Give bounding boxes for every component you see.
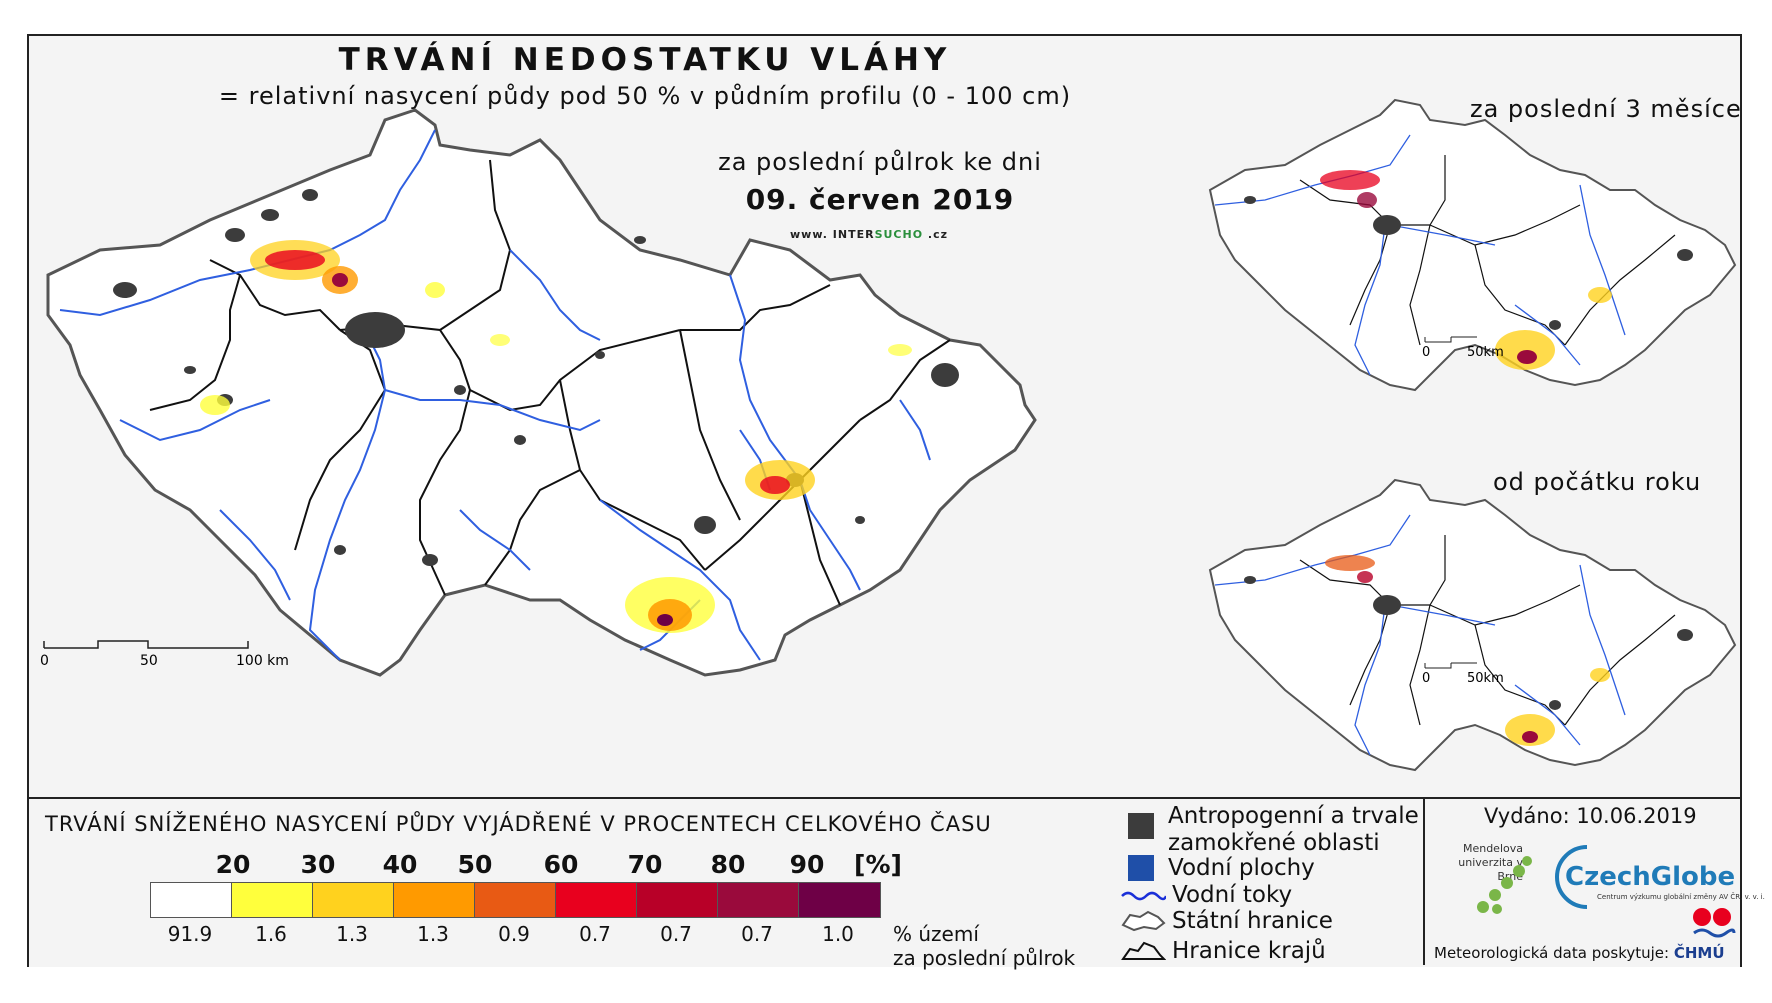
legend-swatch	[232, 883, 313, 917]
anthropogenic-swatch-icon	[1128, 813, 1154, 839]
legend-swatch	[394, 883, 475, 917]
class-label-20: 20	[215, 850, 251, 879]
inset-map-year-start: 0 50km	[1208, 478, 1737, 772]
percent-unit: % území za poslední půlrok	[893, 922, 1075, 970]
main-map: 0 50 100 km	[40, 108, 1037, 677]
class-label-50: 50	[457, 850, 493, 879]
meteo-credit-text: Meteorologická data poskytuje:	[1434, 944, 1670, 962]
key-state-border: Státní hranice	[1120, 908, 1333, 934]
legend-swatch	[718, 883, 799, 917]
percent-value: 0.7	[660, 922, 692, 946]
legend-swatch	[556, 883, 637, 917]
inset1-scale-50: 50km	[1467, 345, 1504, 360]
percent-value: 1.3	[336, 922, 368, 946]
legend-swatch	[637, 883, 718, 917]
scale-label-50: 50	[140, 653, 158, 669]
czech-border	[46, 108, 1037, 677]
water-body-swatch-icon	[1128, 855, 1154, 881]
czechglobe-arc-icon	[1555, 845, 1588, 909]
class-label-60: 60	[543, 850, 579, 879]
chmu-label: ČHMÚ	[1673, 944, 1725, 962]
inset2-title: od počátku roku	[1493, 468, 1702, 496]
region-borders	[149, 159, 951, 606]
czechglobe-logo: CzechGlobe	[1565, 862, 1736, 892]
region-border-icon	[1121, 941, 1166, 960]
main-scale-bar	[43, 640, 249, 649]
legend-swatch	[799, 883, 880, 917]
percent-unit-line1: % území	[893, 922, 979, 946]
chmu-logo-icon	[1693, 908, 1736, 938]
percent-value: 0.7	[741, 922, 773, 946]
class-label-70: 70	[627, 850, 663, 879]
key-label: Hranice krajů	[1172, 938, 1326, 964]
map-title: TRVÁNÍ NEDOSTATKU VLÁHY	[338, 42, 952, 78]
percent-value: 1.0	[822, 922, 854, 946]
key-water-bodies: Vodní plochy	[1128, 855, 1315, 881]
inset2-scale-50: 50km	[1467, 671, 1504, 686]
period-label: za poslední půlrok ke dni	[718, 148, 1042, 176]
legend-swatch	[313, 883, 394, 917]
inset-map-3-months: 0 50km	[1208, 98, 1737, 392]
web-part-a: www. INTER	[790, 228, 875, 241]
map-subtitle: = relativní nasycení půdy pod 50 % v půd…	[218, 82, 1072, 110]
class-label-30: 30	[300, 850, 336, 879]
percent-value: 0.9	[498, 922, 530, 946]
czechglobe-subtitle: Centrum výzkumu globální změny AV ČR, v.…	[1597, 893, 1765, 901]
mendel-dots-logo-icon	[1477, 856, 1532, 914]
state-border-icon	[1121, 910, 1166, 932]
key-anthropogenic: Antropogenní a trvale zamokřené oblasti	[1128, 803, 1419, 857]
key-region-border: Hranice krajů	[1120, 938, 1326, 964]
key-label: zamokřené oblasti	[1168, 830, 1380, 856]
inset1-title: za poslední 3 měsíce	[1470, 95, 1742, 123]
intersucho-link[interactable]: www. INTERSUCHO .cz	[790, 228, 948, 241]
inset2-scale-0: 0	[1422, 671, 1430, 686]
drought-hotspots	[200, 240, 912, 633]
meteo-credit: Meteorologická data poskytuje: ČHMÚ	[1434, 944, 1725, 962]
scale-label-100: 100 km	[236, 653, 289, 669]
web-part-b: SUCHO	[874, 228, 924, 241]
legend-swatch	[151, 883, 232, 917]
percent-unit-line2: za poslední půlrok	[893, 946, 1076, 970]
inset1-scale-0: 0	[1422, 345, 1430, 360]
percent-value: 1.3	[417, 922, 449, 946]
key-label: Státní hranice	[1172, 908, 1333, 934]
key-rivers: Vodní toky	[1120, 882, 1292, 908]
key-label: Antropogenní a trvale	[1168, 803, 1419, 829]
date-label: 09. červen 2019	[745, 183, 1015, 216]
issued-date: Vydáno: 10.06.2019	[1484, 804, 1697, 828]
legend-color-bar	[150, 882, 881, 918]
legend-swatch	[475, 883, 556, 917]
key-label: Vodní toky	[1172, 882, 1293, 908]
percent-value: 91.9	[167, 922, 213, 946]
class-label-unit: [%]	[854, 850, 902, 879]
class-label-90: 90	[789, 850, 825, 879]
key-label: Vodní plochy	[1168, 855, 1315, 881]
class-label-40: 40	[382, 850, 418, 879]
legend-title: TRVÁNÍ SNÍŽENÉHO NASYCENÍ PŮDY VYJÁDŘENÉ…	[45, 812, 992, 836]
river-line-icon	[1121, 891, 1166, 901]
legend-divider	[1423, 797, 1425, 965]
percent-value: 1.6	[255, 922, 287, 946]
class-label-80: 80	[710, 850, 746, 879]
rivers	[59, 129, 931, 661]
scale-label-0: 0	[40, 653, 49, 669]
percent-value: 0.7	[579, 922, 611, 946]
web-part-c: .cz	[923, 228, 948, 241]
